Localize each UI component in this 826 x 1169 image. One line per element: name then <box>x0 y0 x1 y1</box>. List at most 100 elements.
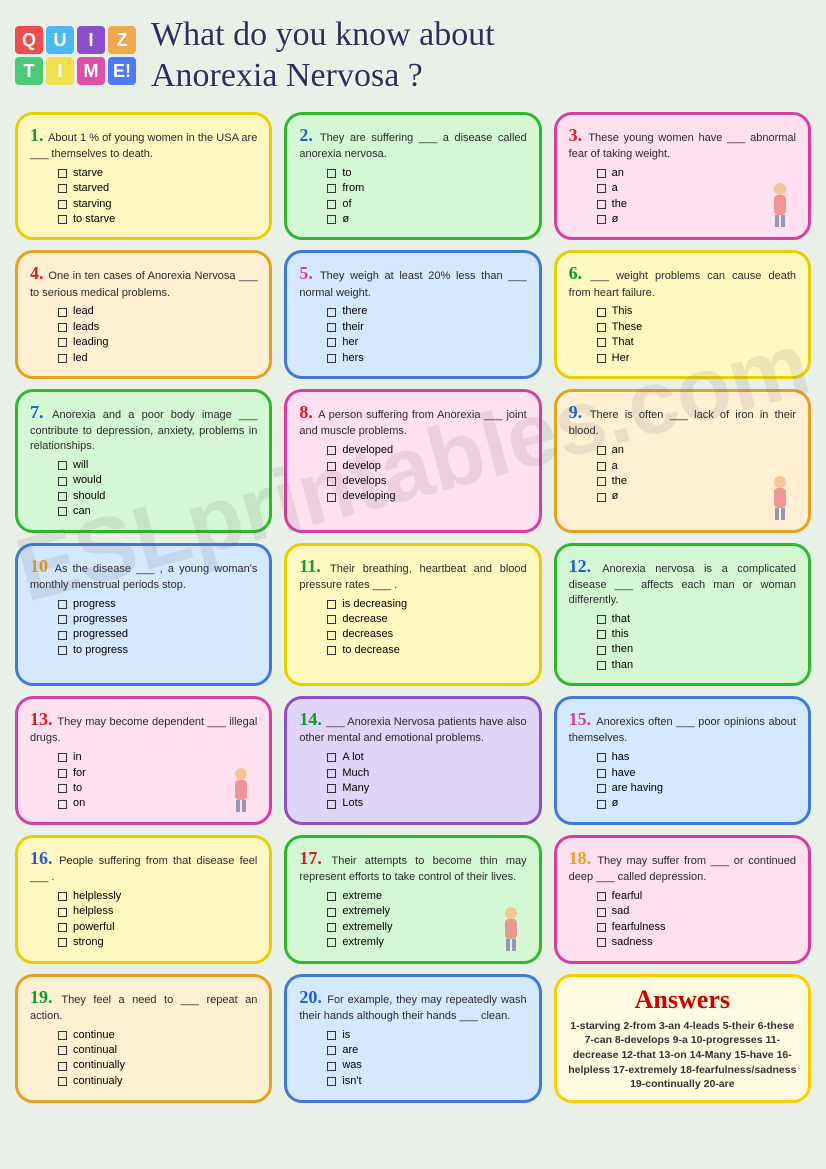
option[interactable]: lead <box>58 304 257 319</box>
option[interactable]: A lot <box>327 750 526 765</box>
option[interactable]: starving <box>58 197 257 212</box>
checkbox-icon[interactable] <box>327 646 336 655</box>
checkbox-icon[interactable] <box>58 769 67 778</box>
checkbox-icon[interactable] <box>58 308 67 317</box>
checkbox-icon[interactable] <box>597 200 606 209</box>
option[interactable]: fearful <box>597 889 796 904</box>
checkbox-icon[interactable] <box>597 892 606 901</box>
checkbox-icon[interactable] <box>597 938 606 947</box>
checkbox-icon[interactable] <box>597 446 606 455</box>
checkbox-icon[interactable] <box>58 923 67 932</box>
option[interactable]: has <box>597 750 796 765</box>
option[interactable]: to progress <box>58 643 257 658</box>
checkbox-icon[interactable] <box>327 1062 336 1071</box>
option[interactable]: developing <box>327 489 526 504</box>
checkbox-icon[interactable] <box>58 215 67 224</box>
checkbox-icon[interactable] <box>58 477 67 486</box>
option[interactable]: have <box>597 766 796 781</box>
option[interactable]: their <box>327 320 526 335</box>
checkbox-icon[interactable] <box>327 615 336 624</box>
checkbox-icon[interactable] <box>58 938 67 947</box>
checkbox-icon[interactable] <box>597 769 606 778</box>
checkbox-icon[interactable] <box>597 462 606 471</box>
option[interactable]: continual <box>58 1043 257 1058</box>
option[interactable]: that <box>597 612 796 627</box>
checkbox-icon[interactable] <box>327 784 336 793</box>
checkbox-icon[interactable] <box>58 646 67 655</box>
checkbox-icon[interactable] <box>58 461 67 470</box>
checkbox-icon[interactable] <box>58 1077 67 1086</box>
checkbox-icon[interactable] <box>58 600 67 609</box>
option[interactable]: This <box>597 304 796 319</box>
option[interactable]: decreases <box>327 627 526 642</box>
option[interactable]: will <box>58 458 257 473</box>
checkbox-icon[interactable] <box>597 477 606 486</box>
option[interactable]: sadness <box>597 935 796 950</box>
option[interactable]: develops <box>327 474 526 489</box>
checkbox-icon[interactable] <box>327 323 336 332</box>
checkbox-icon[interactable] <box>327 892 336 901</box>
option[interactable]: leads <box>58 320 257 335</box>
option[interactable]: than <box>597 658 796 673</box>
option[interactable]: her <box>327 335 526 350</box>
checkbox-icon[interactable] <box>327 338 336 347</box>
option[interactable]: developed <box>327 443 526 458</box>
option[interactable]: starved <box>58 181 257 196</box>
option[interactable]: fearfulness <box>597 920 796 935</box>
checkbox-icon[interactable] <box>58 354 67 363</box>
checkbox-icon[interactable] <box>597 184 606 193</box>
option[interactable]: continualy <box>58 1074 257 1089</box>
option[interactable]: this <box>597 627 796 642</box>
option[interactable]: decrease <box>327 612 526 627</box>
checkbox-icon[interactable] <box>327 215 336 224</box>
option[interactable]: These <box>597 320 796 335</box>
option[interactable]: would <box>58 473 257 488</box>
checkbox-icon[interactable] <box>327 769 336 778</box>
checkbox-icon[interactable] <box>327 354 336 363</box>
checkbox-icon[interactable] <box>327 1077 336 1086</box>
checkbox-icon[interactable] <box>327 200 336 209</box>
checkbox-icon[interactable] <box>58 338 67 347</box>
option[interactable]: then <box>597 642 796 657</box>
checkbox-icon[interactable] <box>597 338 606 347</box>
option[interactable]: helpless <box>58 904 257 919</box>
option[interactable]: starve <box>58 166 257 181</box>
checkbox-icon[interactable] <box>327 446 336 455</box>
checkbox-icon[interactable] <box>597 169 606 178</box>
checkbox-icon[interactable] <box>58 892 67 901</box>
checkbox-icon[interactable] <box>58 1062 67 1071</box>
checkbox-icon[interactable] <box>327 923 336 932</box>
option[interactable]: develop <box>327 459 526 474</box>
checkbox-icon[interactable] <box>597 753 606 762</box>
option[interactable]: Lots <box>327 796 526 811</box>
checkbox-icon[interactable] <box>327 631 336 640</box>
checkbox-icon[interactable] <box>597 630 606 639</box>
option[interactable]: continually <box>58 1058 257 1073</box>
checkbox-icon[interactable] <box>58 169 67 178</box>
checkbox-icon[interactable] <box>58 800 67 809</box>
option[interactable]: continue <box>58 1028 257 1043</box>
checkbox-icon[interactable] <box>597 354 606 363</box>
option[interactable]: leading <box>58 335 257 350</box>
option[interactable]: is <box>327 1028 526 1043</box>
checkbox-icon[interactable] <box>327 184 336 193</box>
checkbox-icon[interactable] <box>327 1031 336 1040</box>
checkbox-icon[interactable] <box>597 784 606 793</box>
checkbox-icon[interactable] <box>327 169 336 178</box>
option[interactable]: powerful <box>58 920 257 935</box>
option[interactable]: ø <box>597 796 796 811</box>
option[interactable]: Many <box>327 781 526 796</box>
option[interactable]: are having <box>597 781 796 796</box>
checkbox-icon[interactable] <box>327 477 336 486</box>
option[interactable]: progressed <box>58 627 257 642</box>
option[interactable]: Her <box>597 351 796 366</box>
checkbox-icon[interactable] <box>327 1046 336 1055</box>
checkbox-icon[interactable] <box>597 661 606 670</box>
option[interactable]: was <box>327 1058 526 1073</box>
checkbox-icon[interactable] <box>597 323 606 332</box>
option[interactable]: led <box>58 351 257 366</box>
checkbox-icon[interactable] <box>597 215 606 224</box>
checkbox-icon[interactable] <box>58 784 67 793</box>
option[interactable]: helplessly <box>58 889 257 904</box>
option[interactable]: isn't <box>327 1074 526 1089</box>
